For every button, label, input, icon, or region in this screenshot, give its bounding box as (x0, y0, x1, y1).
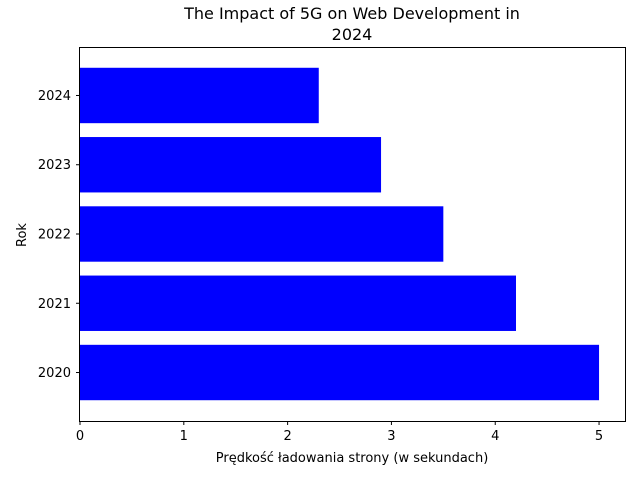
x-tick-label-5: 5 (595, 429, 603, 444)
bar-2024 (80, 67, 319, 124)
x-tick-label-4: 4 (491, 429, 499, 444)
y-axis-label: Rok (15, 223, 30, 247)
x-tick-label-0: 0 (76, 429, 84, 444)
chart-title-line-2: 2024 (332, 25, 373, 44)
bar-2020 (80, 344, 600, 401)
y-tick-label-2023: 2023 (38, 158, 71, 173)
plot-frame (79, 47, 626, 422)
y-tick-label-2024: 2024 (38, 89, 71, 104)
bar-2023 (80, 137, 382, 193)
x-axis-label: Prędkość ładowania strony (w sekundach) (216, 451, 489, 466)
x-tick-label-3: 3 (387, 429, 395, 444)
x-tick-label-2: 2 (283, 429, 291, 444)
chart-title-line-1: The Impact of 5G on Web Development in (183, 4, 520, 23)
bar-2021 (80, 275, 516, 331)
x-ticks-group: 0 1 2 3 4 5 (76, 421, 603, 444)
y-ticks-group: 2020 2021 2022 2023 2024 (38, 89, 80, 381)
bars-group (80, 67, 600, 401)
x-tick-label-1: 1 (180, 429, 188, 444)
y-tick-label-2020: 2020 (38, 366, 71, 381)
y-tick-label-2021: 2021 (38, 297, 71, 312)
bar-2022 (80, 206, 444, 262)
y-tick-label-2022: 2022 (38, 228, 71, 243)
